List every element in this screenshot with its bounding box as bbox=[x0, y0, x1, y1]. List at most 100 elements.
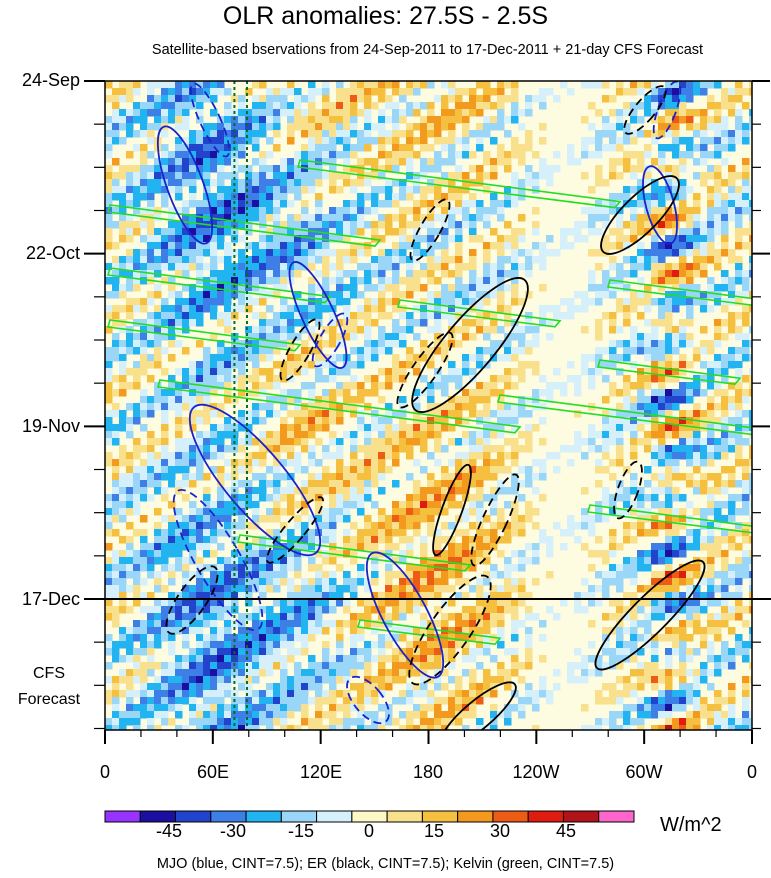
field-cell bbox=[168, 592, 176, 600]
field-cell bbox=[672, 396, 680, 404]
field-cell bbox=[238, 123, 246, 131]
field-cell bbox=[455, 403, 463, 411]
field-cell bbox=[623, 221, 631, 229]
field-cell bbox=[392, 508, 400, 516]
field-cell bbox=[476, 123, 484, 131]
field-cell bbox=[686, 249, 694, 257]
field-cell bbox=[742, 347, 750, 355]
field-cell bbox=[336, 501, 344, 509]
field-cell bbox=[686, 473, 694, 481]
field-cell bbox=[532, 389, 540, 397]
field-cell bbox=[154, 536, 162, 544]
field-cell bbox=[294, 452, 302, 460]
field-cell bbox=[231, 375, 239, 383]
field-cell bbox=[308, 592, 316, 600]
field-cell bbox=[322, 256, 330, 264]
field-cell bbox=[315, 536, 323, 544]
field-cell bbox=[441, 123, 449, 131]
field-cell bbox=[721, 368, 729, 376]
field-cell bbox=[665, 417, 673, 425]
field-cell bbox=[644, 333, 652, 341]
field-cell bbox=[385, 529, 393, 537]
field-cell bbox=[721, 354, 729, 362]
field-cell bbox=[238, 263, 246, 271]
field-cell bbox=[119, 480, 127, 488]
field-cell bbox=[728, 578, 736, 586]
field-cell bbox=[714, 445, 722, 453]
field-cell bbox=[182, 305, 190, 313]
field-cell bbox=[749, 81, 752, 89]
field-cell bbox=[511, 410, 519, 418]
field-cell bbox=[483, 417, 491, 425]
field-cell bbox=[693, 543, 701, 551]
field-cell bbox=[168, 564, 176, 572]
field-cell bbox=[287, 249, 295, 257]
field-cell bbox=[693, 627, 701, 635]
field-cell bbox=[609, 578, 617, 586]
field-cell bbox=[707, 473, 715, 481]
field-cell bbox=[112, 508, 120, 516]
field-cell bbox=[217, 291, 225, 299]
field-cell bbox=[539, 102, 547, 110]
field-cell bbox=[329, 452, 337, 460]
field-cell bbox=[532, 487, 540, 495]
field-cell bbox=[700, 480, 708, 488]
field-cell bbox=[224, 459, 232, 467]
field-cell bbox=[294, 613, 302, 621]
field-cell bbox=[742, 536, 750, 544]
field-cell bbox=[630, 186, 638, 194]
field-cell bbox=[140, 235, 148, 243]
field-cell bbox=[637, 606, 645, 614]
field-cell bbox=[322, 305, 330, 313]
field-cell bbox=[462, 207, 470, 215]
field-cell bbox=[224, 284, 232, 292]
field-cell bbox=[210, 571, 218, 579]
field-cell bbox=[287, 459, 295, 467]
field-cell bbox=[434, 571, 442, 579]
field-cell bbox=[483, 116, 491, 124]
field-cell bbox=[154, 291, 162, 299]
field-cell bbox=[189, 585, 197, 593]
field-cell bbox=[175, 613, 183, 621]
field-cell bbox=[413, 81, 421, 89]
field-cell bbox=[364, 130, 372, 138]
field-cell bbox=[161, 599, 169, 607]
field-cell bbox=[168, 466, 176, 474]
field-cell bbox=[581, 606, 589, 614]
field-cell bbox=[231, 347, 239, 355]
field-cell bbox=[301, 151, 309, 159]
field-cell bbox=[280, 242, 288, 250]
field-cell bbox=[238, 501, 246, 509]
field-cell bbox=[497, 123, 505, 131]
field-cell bbox=[343, 88, 351, 96]
field-cell bbox=[273, 375, 281, 383]
field-cell bbox=[630, 578, 638, 586]
field-cell bbox=[483, 606, 491, 614]
field-cell bbox=[105, 263, 113, 271]
field-cell bbox=[308, 172, 316, 180]
field-cell bbox=[175, 424, 183, 432]
field-cell bbox=[210, 123, 218, 131]
field-cell bbox=[679, 95, 687, 103]
field-cell bbox=[378, 165, 386, 173]
field-cell bbox=[448, 438, 456, 446]
field-cell bbox=[357, 263, 365, 271]
field-cell bbox=[658, 256, 666, 264]
field-cell bbox=[182, 627, 190, 635]
field-cell bbox=[378, 137, 386, 145]
field-cell bbox=[539, 284, 547, 292]
field-cell bbox=[427, 109, 435, 117]
field-cell bbox=[105, 522, 113, 530]
field-cell bbox=[686, 459, 694, 467]
field-cell bbox=[175, 410, 183, 418]
field-cell bbox=[175, 298, 183, 306]
field-cell bbox=[182, 389, 190, 397]
field-cell bbox=[665, 305, 673, 313]
field-cell bbox=[378, 431, 386, 439]
field-cell bbox=[511, 564, 519, 572]
field-cell bbox=[462, 396, 470, 404]
field-cell bbox=[679, 536, 687, 544]
field-cell bbox=[749, 263, 752, 271]
field-cell bbox=[672, 333, 680, 341]
field-cell bbox=[483, 130, 491, 138]
